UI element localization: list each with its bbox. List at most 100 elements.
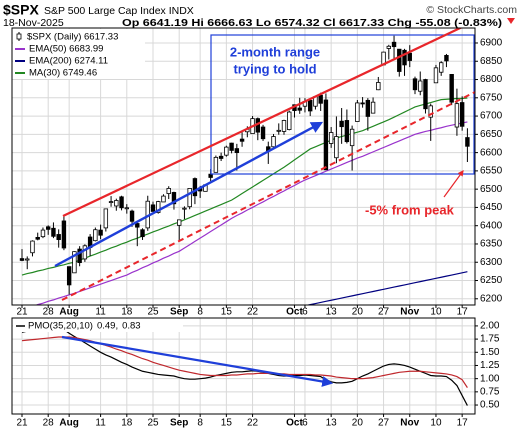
candle-body	[218, 155, 224, 159]
legend-label: 0.49,	[97, 321, 118, 332]
x-tick-label: 15	[221, 418, 233, 429]
y-tick-label: 0.50	[480, 400, 500, 411]
quote: Op 6641.19 Hi 6666.63 Lo 6574.32 Cl 6617…	[122, 17, 502, 29]
x-tick-label: 15	[221, 307, 233, 318]
candle-body	[161, 195, 166, 203]
candle-body	[176, 219, 182, 226]
candle-body	[187, 188, 192, 208]
candle-body	[328, 132, 334, 144]
y-tick-label: 6700	[480, 111, 503, 122]
pmo-annotations	[61, 335, 334, 387]
candle-body	[386, 45, 391, 49]
candle-body	[334, 136, 339, 159]
candle-body	[25, 258, 30, 261]
candle-body	[423, 79, 428, 110]
legend-label: EMA(50) 6683.99	[29, 44, 103, 55]
legend-title: PMO(35,20,10)	[28, 321, 93, 332]
candle-body	[40, 229, 46, 238]
x-tick-label: Aug	[59, 307, 78, 318]
plot-area: 21 28 Aug 11 18 25 Sep 8 15 22 Oct 6 13 20 27 Nov 10 1762…	[12, 28, 503, 429]
channel-top	[62, 28, 463, 217]
y-tick-label: 1.50	[480, 347, 500, 358]
x-tick-label: 28	[43, 307, 55, 318]
legend-label: $SPX (Daily) 6617.33	[27, 32, 118, 43]
x-tick-label: 27	[378, 418, 390, 429]
candle-body	[72, 251, 77, 274]
candle-body	[156, 201, 161, 213]
x-tick-label: Sep	[170, 307, 188, 318]
y-tick-label: 2.00	[480, 321, 500, 332]
date: 18-Nov-2025	[3, 17, 64, 29]
candle-body	[114, 200, 119, 207]
candle-body	[271, 136, 276, 148]
candle-body	[360, 102, 365, 105]
candle-body	[365, 99, 371, 117]
candle-body	[30, 240, 35, 254]
x-tick-label: 6	[302, 418, 308, 429]
x-tick-label: Nov	[400, 418, 419, 429]
candle-body	[124, 207, 129, 210]
x-tick-label: 25	[147, 307, 159, 318]
pmo-arrow	[61, 335, 334, 387]
candle-body	[166, 188, 171, 194]
candle-body	[323, 99, 329, 171]
candle-body	[234, 148, 240, 154]
indicator-line	[21, 325, 468, 406]
peak-arrow	[443, 170, 464, 198]
down-arrow-icon	[507, 18, 515, 24]
range-box	[210, 34, 475, 175]
candle-body	[77, 248, 82, 264]
candle-body	[46, 226, 51, 230]
candle-body	[129, 210, 135, 222]
x-tick-label: 8	[197, 418, 203, 429]
candle-body	[66, 266, 72, 286]
candle-body	[93, 229, 98, 242]
candle-body	[307, 99, 313, 112]
candle-body	[402, 49, 407, 66]
annotations	[54, 28, 475, 301]
y-tick-label: 6550	[480, 166, 503, 177]
x-tick-label: 28	[43, 418, 55, 429]
candle-body	[454, 103, 460, 128]
overlay-line	[34, 121, 468, 305]
candle-body	[119, 196, 124, 209]
x-tick-label: 10	[430, 307, 442, 318]
candle-body	[140, 229, 145, 238]
candle-body	[150, 204, 156, 212]
x-tick-label: 8	[197, 307, 203, 318]
candle-body	[397, 48, 402, 72]
annotation: trying to hold	[233, 61, 316, 76]
x-tick-label: 20	[352, 307, 364, 318]
annotation: -5% from peak	[365, 202, 455, 217]
candle-body	[444, 55, 449, 62]
candle-body	[370, 101, 376, 114]
candle-body	[433, 67, 439, 84]
x-tick-label: 18	[121, 418, 133, 429]
candle-body	[449, 74, 454, 103]
candle-body	[108, 201, 114, 203]
candle-body	[297, 107, 302, 111]
candle-body	[459, 102, 465, 127]
y-tick-label: 0.75	[480, 386, 500, 397]
price-panel-border	[11, 27, 476, 306]
x-tick-label: 13	[326, 307, 338, 318]
candle-body	[349, 128, 355, 147]
y-tick-label: 6450	[480, 202, 503, 213]
y-tick-label: 6650	[480, 129, 503, 140]
y-tick-label: 1.75	[480, 334, 500, 345]
legend-label: MA(30) 6749.46	[29, 68, 97, 79]
candle-body	[281, 120, 287, 132]
symbol: $SPX	[3, 2, 39, 18]
candle-body	[61, 220, 67, 249]
legend-box	[13, 319, 183, 332]
x-tick-label: Oct	[286, 418, 303, 429]
channel-bottom	[61, 91, 475, 301]
subtitle: S&P 500 Large Cap Index INDX	[44, 5, 194, 17]
candle-body	[391, 41, 397, 48]
x-tick-label: 10	[430, 418, 442, 429]
candle-body	[182, 207, 187, 210]
y-tick-label: 6300	[480, 257, 503, 268]
candle-body	[438, 62, 444, 73]
x-tick-label: 18	[121, 307, 133, 318]
